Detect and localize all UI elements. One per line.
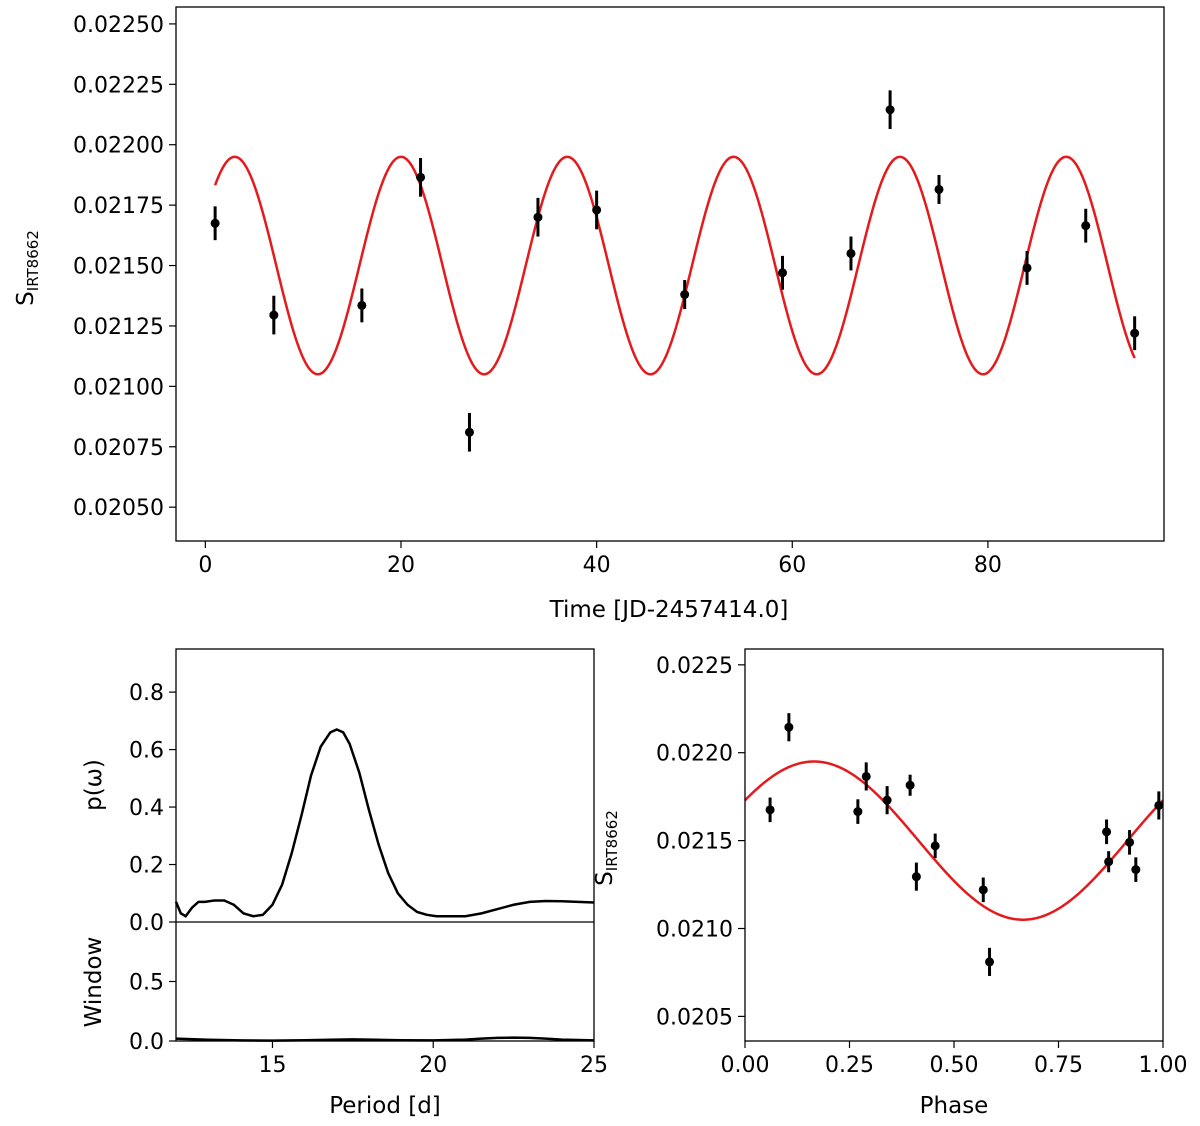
- periodogram-top-ytick-label: 0.8: [129, 681, 164, 706]
- periodogram-bottom-ytick-label: 0.0: [129, 1030, 164, 1055]
- periodogram-top-ytick-label: 0.0: [129, 911, 164, 936]
- periodogram-bottom-ylabel: Window: [81, 937, 107, 1028]
- phased-ylabel: SIRT8662: [592, 810, 621, 886]
- periodogram-curve: [174, 728, 595, 918]
- timeseries-model-curve: [213, 155, 1136, 376]
- phased-xtick-label: 0.00: [721, 1053, 770, 1078]
- window-curve: [175, 1036, 595, 1042]
- phased-point: [1102, 827, 1112, 837]
- phased-ytick-label: 0.0205: [656, 1005, 733, 1030]
- timeseries-point: [1022, 263, 1032, 273]
- periodogram-top-ylabel: p(ω): [81, 759, 107, 811]
- phased-xtick-label: 1.00: [1139, 1053, 1188, 1078]
- phased-point: [882, 795, 892, 805]
- timeseries-point: [210, 218, 220, 228]
- periodogram-top-ytick-label: 0.4: [129, 796, 164, 821]
- timeseries-ylabel: SIRT8662: [13, 230, 42, 306]
- timeseries-xtick-label: 40: [583, 553, 611, 578]
- phased-point: [905, 780, 915, 790]
- phased-frame: [744, 648, 1164, 1042]
- phased-point: [930, 841, 940, 851]
- phased-point: [1104, 857, 1114, 867]
- timeseries-point: [885, 105, 895, 115]
- phased-point: [861, 771, 871, 781]
- phased-xtick-label: 0.25: [825, 1053, 874, 1078]
- phased-point: [1131, 865, 1141, 875]
- phased-point: [765, 805, 775, 815]
- timeseries-point: [1081, 221, 1091, 231]
- timeseries-xtick-label: 0: [198, 553, 212, 578]
- periodogram-xlabel: Period [d]: [329, 1093, 441, 1119]
- timeseries-point: [357, 300, 367, 310]
- phased-point: [853, 807, 863, 817]
- periodogram-xtick-label: 20: [419, 1053, 447, 1078]
- phased-point: [911, 872, 921, 882]
- periodogram-top-ytick-label: 0.2: [129, 854, 164, 879]
- phased-model-curve: [744, 760, 1164, 921]
- timeseries-ytick-label: 0.02175: [73, 194, 164, 219]
- phased-point: [1125, 837, 1135, 847]
- timeseries-point: [533, 212, 543, 222]
- phased-panel: Phase SIRT8662 0.00 0.25 0.50 0.75 1.00 0.020…: [592, 648, 1188, 1119]
- timeseries-ytick-label: 0.02050: [73, 496, 164, 521]
- timeseries-ytick-label: 0.02125: [73, 315, 164, 340]
- timeseries-point: [934, 184, 944, 194]
- phased-xtick-label: 0.75: [1034, 1053, 1083, 1078]
- timeseries-point: [846, 248, 856, 258]
- timeseries-point: [1130, 328, 1140, 338]
- timeseries-ytick-label: 0.02075: [73, 436, 164, 461]
- periodogram-frame: [175, 648, 595, 1042]
- timeseries-ytick-label: 0.02250: [73, 13, 164, 38]
- timeseries-ytick-label: 0.02225: [73, 73, 164, 98]
- periodogram-top-ytick-label: 0.6: [129, 739, 164, 764]
- phased-point: [985, 957, 995, 967]
- timeseries-xlabel: Time [JD-2457414.0]: [549, 597, 789, 623]
- timeseries-xtick-label: 60: [778, 553, 806, 578]
- timeseries-frame: [175, 6, 1165, 542]
- phased-xlabel: Phase: [920, 1093, 989, 1119]
- phased-xtick-label: 0.50: [930, 1053, 979, 1078]
- phased-ytick-label: 0.0215: [656, 830, 733, 855]
- timeseries-panel: Time [JD-2457414.0] SIRT8662 0 20 40 60 80 0.…: [13, 6, 1165, 623]
- phased-point: [1154, 800, 1164, 810]
- phased-ytick-label: 0.0210: [656, 917, 733, 942]
- phased-ytick-label: 0.0220: [656, 742, 733, 767]
- periodogram-panel: p(ω) Window Period [d] 0.0 0.2 0.4 0.6 0.8 0.…: [81, 648, 608, 1119]
- phased-point: [784, 722, 794, 732]
- timeseries-point: [416, 172, 426, 182]
- timeseries-ytick-label: 0.02150: [73, 255, 164, 280]
- timeseries-point: [777, 268, 787, 278]
- phased-ytick-label: 0.0225: [656, 654, 733, 679]
- timeseries-xtick-label: 20: [387, 553, 415, 578]
- timeseries-point: [680, 290, 690, 300]
- periodogram-xtick-label: 15: [258, 1053, 286, 1078]
- timeseries-ytick-label: 0.02200: [73, 134, 164, 159]
- timeseries-point: [464, 427, 474, 437]
- timeseries-xtick-label: 80: [974, 553, 1002, 578]
- timeseries-point: [592, 205, 602, 215]
- timeseries-ytick-label: 0.02100: [73, 375, 164, 400]
- timeseries-point: [269, 310, 279, 320]
- periodogram-xtick-label: 25: [580, 1053, 608, 1078]
- periodogram-bottom-ytick-label: 0.5: [129, 971, 164, 996]
- phased-point: [978, 885, 988, 895]
